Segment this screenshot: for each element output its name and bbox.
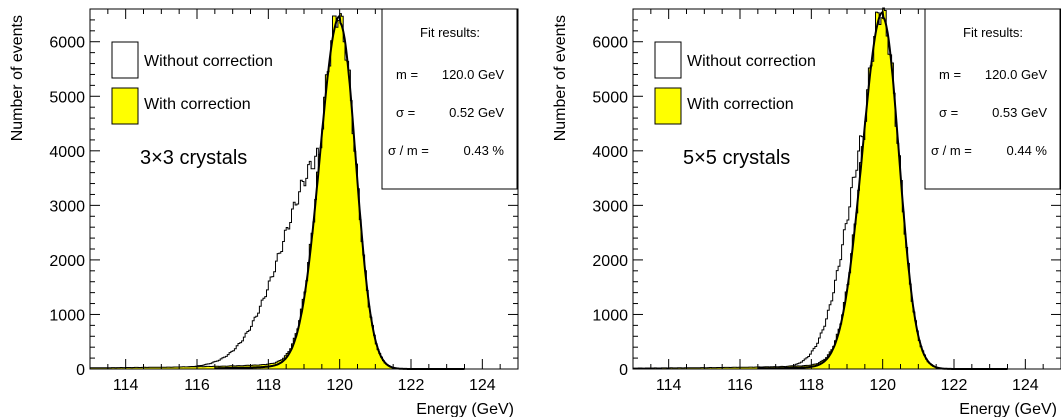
fit-sigma-value: 0.52 GeV bbox=[449, 105, 504, 120]
fit-ratio-label: σ / m = bbox=[388, 143, 429, 158]
crystal-annotation: 3×3 crystals bbox=[140, 147, 247, 169]
fit-title: Fit results: bbox=[420, 25, 480, 40]
y-tick-label: 1000 bbox=[49, 307, 85, 324]
y-axis-label: Number of events bbox=[552, 15, 569, 141]
y-tick-label: 2000 bbox=[592, 253, 628, 270]
y-tick-label: 6000 bbox=[49, 35, 85, 52]
x-tick-label: 116 bbox=[727, 377, 753, 394]
x-tick-label: 122 bbox=[941, 377, 968, 394]
crystal-annotation: 5×5 crystals bbox=[683, 147, 790, 169]
legend-label-with: With correction bbox=[144, 96, 251, 113]
fit-m-label: m = bbox=[939, 67, 961, 82]
y-tick-label: 6000 bbox=[592, 35, 628, 52]
y-tick-label: 0 bbox=[76, 362, 85, 379]
fit-results-box bbox=[924, 8, 1061, 190]
y-tick-label: 3000 bbox=[592, 198, 628, 215]
fit-title: Fit results: bbox=[963, 25, 1023, 40]
chart-panel-1: 114 116 118 120 122 124 0 1000 2000 3000 4000 5000 6… bbox=[9, 8, 519, 417]
x-tick-label: 124 bbox=[469, 377, 496, 394]
chart-panel-2: 114 116 118 120 122 124 0 1000 2000 3000 4000 5000 6… bbox=[552, 7, 1061, 417]
legend-label-with: With correction bbox=[687, 96, 794, 113]
fit-ratio-label: σ / m = bbox=[931, 143, 972, 158]
y-tick-label: 4000 bbox=[49, 144, 85, 161]
y-tick-label: 4000 bbox=[592, 144, 628, 161]
legend-swatch-without bbox=[111, 41, 139, 79]
fit-m-value: 120.0 GeV bbox=[442, 67, 504, 82]
x-axis-label: Energy (GeV) bbox=[959, 401, 1057, 417]
x-tick-label: 116 bbox=[184, 377, 210, 394]
x-tick-label: 120 bbox=[326, 377, 353, 394]
x-tick-label: 114 bbox=[113, 377, 139, 394]
fit-ratio-value: 0.43 % bbox=[464, 143, 505, 158]
x-tick-label: 118 bbox=[799, 377, 825, 394]
fit-sigma-label: σ = bbox=[396, 105, 415, 120]
legend-swatch-with bbox=[654, 87, 682, 125]
fit-results-box bbox=[381, 8, 518, 190]
y-tick-label: 1000 bbox=[592, 307, 628, 324]
y-tick-label: 5000 bbox=[49, 89, 85, 106]
y-tick-label: 3000 bbox=[49, 198, 85, 215]
legend-label-without: Without correction bbox=[144, 53, 273, 70]
y-axis-label: Number of events bbox=[9, 15, 26, 141]
fit-m-label: m = bbox=[396, 67, 418, 82]
x-tick-label: 118 bbox=[256, 377, 282, 394]
fit-m-value: 120.0 GeV bbox=[985, 67, 1047, 82]
x-tick-label: 114 bbox=[656, 377, 682, 394]
y-tick-label: 5000 bbox=[592, 89, 628, 106]
x-axis-label: Energy (GeV) bbox=[416, 401, 514, 417]
legend-label-without: Without correction bbox=[687, 53, 816, 70]
x-tick-label: 122 bbox=[398, 377, 425, 394]
fit-ratio-value: 0.44 % bbox=[1007, 143, 1048, 158]
fit-sigma-label: σ = bbox=[939, 105, 958, 120]
legend-swatch-with bbox=[111, 87, 139, 125]
fit-sigma-value: 0.53 GeV bbox=[992, 105, 1047, 120]
legend-swatch-without bbox=[654, 41, 682, 79]
x-tick-label: 120 bbox=[869, 377, 896, 394]
y-tick-label: 2000 bbox=[49, 253, 85, 270]
x-tick-label: 124 bbox=[1012, 377, 1039, 394]
y-tick-label: 0 bbox=[619, 362, 628, 379]
